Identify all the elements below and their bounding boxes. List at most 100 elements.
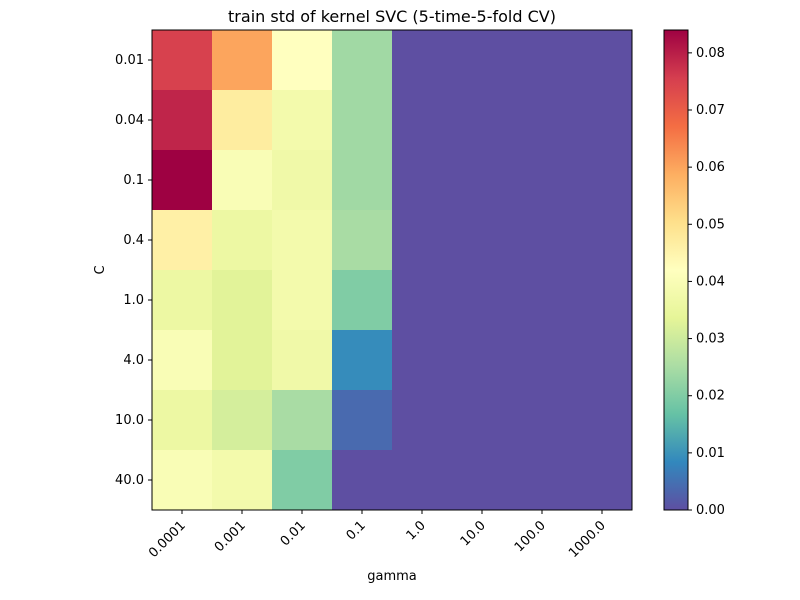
y-tick-label: 0.4 [123,233,144,248]
heatmap-cell [152,330,213,391]
heatmap-cell [152,450,213,511]
colorbar-gradient [663,29,689,511]
heatmap-cell [572,90,633,151]
heatmap-cell [212,150,273,211]
colorbar: 0.00 0.01 0.02 0.03 0.04 0.05 0.06 0.07 0.08 [663,29,725,518]
heatmap-cell [572,390,633,451]
colorbar-tick-label: 0.08 [696,46,725,61]
heatmap-cell [272,150,333,211]
heatmap-cell [512,330,573,391]
heatmap-cell [212,450,273,511]
y-tick-label: 10.0 [115,413,144,428]
heatmap-cell [332,90,393,151]
heatmap-cell [572,210,633,271]
heatmap-cell [572,330,633,391]
heatmap-cell [332,30,393,91]
colorbar-tick-label: 0.03 [696,332,725,347]
heatmap-cell [392,150,453,211]
heatmap-cell [512,30,573,91]
x-tick-label: 0.1 [344,518,369,543]
heatmap-cell [272,330,333,391]
y-tick-label: 40.0 [115,473,144,488]
heatmap-cell [572,450,633,511]
y-tick-label: 0.01 [115,53,144,68]
heatmap-cell [152,150,213,211]
heatmap-cell [152,30,213,91]
heatmap-cell [272,450,333,511]
heatmap-cell [452,90,513,151]
heatmap-cell [452,330,513,391]
colorbar-tick-label: 0.00 [696,503,725,518]
heatmap-cell [512,450,573,511]
y-tick-label: 4.0 [123,353,144,368]
x-axis-label: gamma [367,569,417,584]
x-tick-label: 0.0001 [146,518,189,561]
colorbar-tick-label: 0.04 [696,274,725,289]
heatmap-cell [572,30,633,91]
heatmap-cell [212,390,273,451]
heatmap-cell [212,90,273,151]
heatmap-cell [452,450,513,511]
heatmap-cell [572,150,633,211]
heatmap-cell [272,30,333,91]
x-tick-label: 1000.0 [566,518,609,561]
colorbar-ticks: 0.00 0.01 0.02 0.03 0.04 0.05 0.06 0.07 0.08 [688,46,725,518]
x-tick-label: 0.001 [212,518,249,555]
heatmap-cell [212,30,273,91]
colorbar-tick-label: 0.02 [696,389,725,404]
chart-title: train std of kernel SVC (5-time-5-fold C… [228,7,556,26]
heatmap-cell [512,210,573,271]
heatmap-cell [452,30,513,91]
heatmap-cell [392,330,453,391]
heatmap-cell [452,210,513,271]
plot-frame [151,29,633,511]
colorbar-tick-label: 0.06 [696,160,725,175]
heatmap-cell [512,390,573,451]
heatmap-cell [332,450,393,511]
heatmap-cell [212,330,273,391]
heatmap-cell [332,330,393,391]
heatmap-cell [152,390,213,451]
heatmap-cell [392,450,453,511]
heatmap-cell [512,150,573,211]
heatmap-cell [332,150,393,211]
heatmap-cell [272,210,333,271]
y-axis: 0.01 0.04 0.1 0.4 1.0 4.0 10.0 40.0 [115,53,152,488]
x-tick-label: 10.0 [458,518,489,549]
heatmap-cells [152,30,633,511]
heatmap-cell [152,270,213,331]
heatmap-cell [212,210,273,271]
y-tick-label: 0.1 [123,173,144,188]
heatmap-cell [272,390,333,451]
x-tick-label: 0.01 [278,518,309,549]
x-tick-label: 1.0 [404,518,429,543]
heatmap-cell [452,390,513,451]
heatmap-cell [392,210,453,271]
heatmap-cell [272,270,333,331]
heatmap-cell [392,270,453,331]
y-tick-label: 0.04 [115,113,144,128]
colorbar-tick-label: 0.05 [696,217,725,232]
heatmap-cell [392,30,453,91]
heatmap-cell [152,210,213,271]
x-axis: 0.0001 0.001 0.01 0.1 1.0 10.0 100.0 1000.0 [146,510,609,561]
heatmap-cell [272,90,333,151]
heatmap-cell [392,90,453,151]
heatmap-cell [392,390,453,451]
heatmap-cell [332,390,393,451]
colorbar-tick-label: 0.01 [696,446,725,461]
heatmap-cell [512,270,573,331]
y-axis-label: C [93,265,108,274]
x-tick-label: 100.0 [512,518,549,555]
heatmap-cell [332,210,393,271]
heatmap-cell [152,90,213,151]
heatmap-cell [572,270,633,331]
heatmap-cell [212,270,273,331]
heatmap-cell [452,150,513,211]
heatmap-cell [512,90,573,151]
heatmap-cell [452,270,513,331]
heatmap-cell [332,270,393,331]
y-tick-label: 1.0 [123,293,144,308]
colorbar-tick-label: 0.07 [696,103,725,118]
